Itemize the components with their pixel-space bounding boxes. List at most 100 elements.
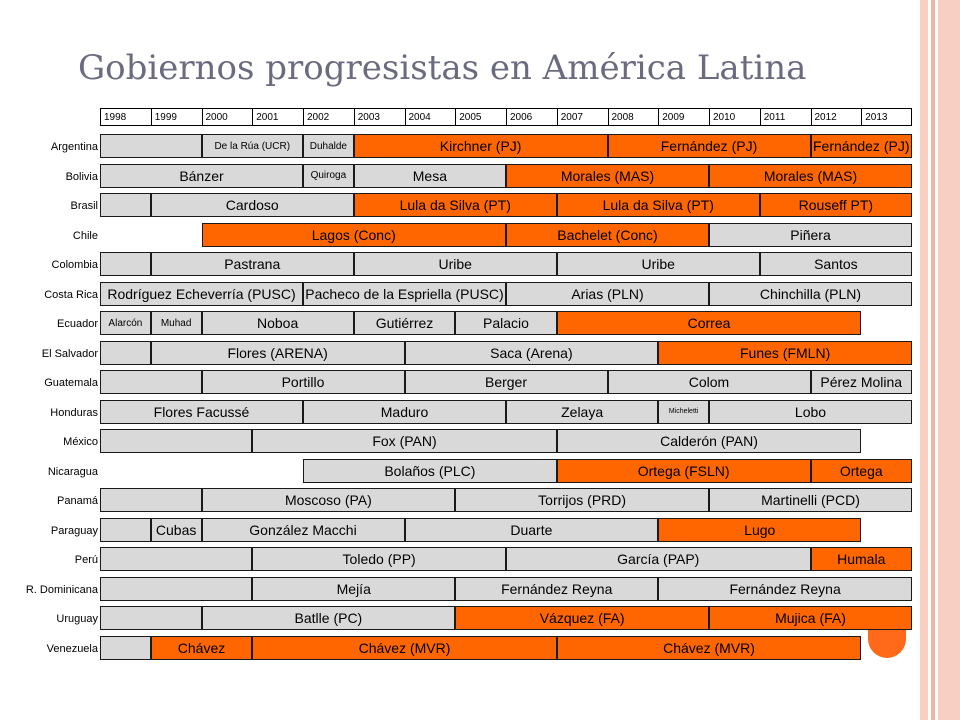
year-header-cell: 2009 [658, 108, 710, 126]
government-bar: Cubas [150, 517, 202, 542]
government-bar: Palacio [455, 311, 557, 335]
government-bar: Toledo (PP) [252, 547, 506, 571]
country-label: Costa Rica [44, 288, 98, 301]
government-bar: Chinchilla (PLN) [709, 281, 912, 306]
country-label: Bolivia [65, 170, 98, 183]
government-bar: Pastrana [150, 252, 354, 276]
government-bar: Fernández Reyna [455, 576, 659, 601]
government-bar [100, 458, 303, 483]
government-bar: Quiroga [303, 163, 354, 188]
government-bar: Morales (MAS) [506, 163, 709, 188]
year-header-cell: 1999 [150, 108, 202, 126]
government-bar: Calderón (PAN) [556, 429, 862, 453]
government-bar [100, 606, 202, 630]
government-bar: Mujica (FA) [709, 606, 912, 630]
government-bar: Batlle (PC) [201, 606, 456, 630]
country-label: Perú [74, 554, 98, 566]
government-bar: Fernández (PJ) [810, 134, 912, 158]
government-bar: Lula da Silva (PT) [353, 193, 557, 217]
government-bar: Torrijos (PRD) [455, 488, 709, 512]
government-bar: Chávez [150, 635, 253, 660]
government-bar: Berger [404, 370, 608, 394]
government-bar: Zelaya [506, 399, 659, 424]
government-bar [100, 193, 151, 217]
year-header-cell: 2000 [201, 108, 253, 126]
government-bar [100, 340, 151, 365]
decorative-stripe [938, 0, 960, 720]
government-bar: Portillo [201, 370, 405, 394]
government-bar: Piñera [709, 222, 912, 247]
year-header-cell: 2005 [455, 108, 507, 126]
government-bar: Uribe [353, 252, 557, 276]
government-bar: Flores Facussé [100, 399, 303, 424]
year-header-cell: 1998 [100, 108, 151, 126]
government-bar: Uribe [556, 252, 760, 276]
government-bar [100, 222, 202, 247]
decorative-stripe [920, 0, 928, 720]
government-bar: Flores (ARENA) [150, 340, 405, 365]
government-bar [100, 517, 151, 542]
government-bar [100, 370, 202, 394]
government-bar: Fox (PAN) [252, 429, 557, 453]
government-bar: Moscoso (PA) [201, 488, 456, 512]
government-bar: Duhalde [303, 134, 354, 158]
government-bar: Mejía [252, 576, 456, 601]
government-bar: Micheletti [658, 399, 709, 424]
country-label: R. Dominicana [25, 583, 98, 596]
country-label: Honduras [50, 406, 98, 419]
government-bar: García (PAP) [506, 547, 811, 571]
government-bar [100, 547, 253, 571]
government-bar: Chávez (MVR) [252, 635, 557, 660]
country-label: El Salvador [41, 347, 98, 360]
government-bar: Rouseff PT) [759, 193, 912, 217]
government-bar [100, 635, 151, 660]
country-label: Nicaragua [47, 465, 98, 478]
government-bar: Pacheco de la Espriella (PUSC) [303, 281, 506, 306]
slide-title: Gobiernos progresistas en América Latina [78, 48, 807, 88]
government-bar: Arias (PLN) [506, 281, 709, 306]
government-bar: De la Rúa (UCR) [201, 134, 303, 158]
decorative-circle [868, 630, 906, 658]
year-header-cell: 2011 [759, 108, 811, 126]
government-bar: Colom [607, 370, 811, 394]
country-label: Uruguay [56, 613, 98, 625]
year-header-cell: 2012 [810, 108, 862, 126]
government-bar [100, 576, 253, 601]
government-bar: Lobo [709, 399, 912, 424]
government-bar: Martinelli (PCD) [709, 488, 912, 512]
government-bar: Fernández (PJ) [607, 134, 811, 158]
year-header-cell: 2007 [556, 108, 608, 126]
government-bar: Saca (Arena) [404, 340, 659, 365]
year-header-cell: 2004 [404, 108, 456, 126]
country-label: Venezuela [46, 642, 98, 655]
government-bar: Cardoso [150, 193, 354, 217]
year-header-cell: 2003 [353, 108, 405, 126]
government-bar: Vázquez (FA) [455, 606, 709, 630]
country-label: Colombia [51, 259, 98, 271]
country-label: Argentina [50, 141, 98, 153]
government-bar [100, 252, 151, 276]
year-header-cell: 2013 [861, 108, 913, 126]
country-label: Paraguay [50, 524, 98, 537]
government-bar: Fernández Reyna [658, 576, 912, 601]
year-header-cell: 2001 [252, 108, 304, 126]
government-bar: Ortega [810, 458, 912, 483]
government-bar: González Macchi [201, 517, 405, 542]
country-label: Chile [72, 229, 98, 242]
government-bar: Funes (FMLN) [658, 340, 912, 365]
government-bar: Kirchner (PJ) [353, 134, 608, 158]
government-bar: Chávez (MVR) [556, 635, 862, 660]
government-bar: Morales (MAS) [709, 163, 912, 188]
year-header-cell: 2002 [303, 108, 354, 126]
government-bar [100, 134, 202, 158]
government-bar: Noboa [201, 311, 354, 335]
country-label: Guatemala [44, 377, 98, 389]
government-bar: Pérez Molina [810, 370, 912, 394]
government-bar: Duarte [404, 517, 659, 542]
year-header-cell: 2008 [607, 108, 659, 126]
country-label: Brasil [70, 200, 98, 212]
government-bar: Lagos (Conc) [201, 222, 506, 247]
government-bar: Bolaños (PLC) [303, 458, 557, 483]
government-bar: Humala [810, 547, 912, 571]
government-bar: Alarcón [100, 311, 151, 335]
